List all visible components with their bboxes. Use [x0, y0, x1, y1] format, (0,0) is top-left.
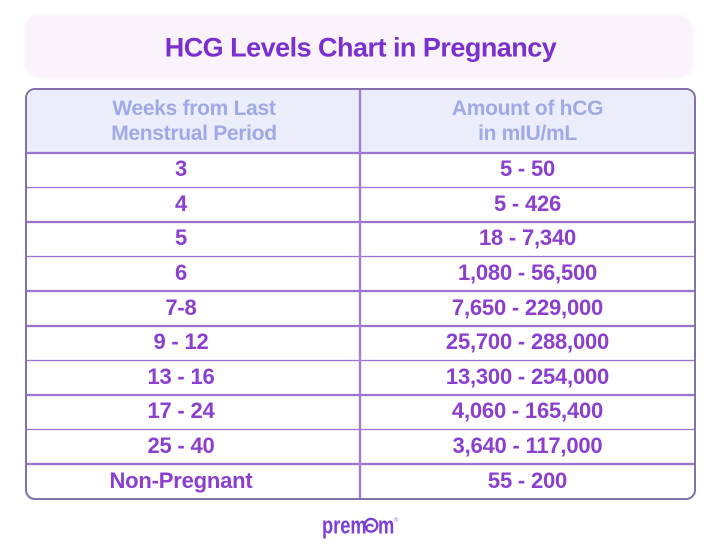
- svg-text:prem: prem: [322, 514, 367, 539]
- svg-text:®: ®: [394, 516, 399, 524]
- svg-text:m: m: [378, 514, 394, 539]
